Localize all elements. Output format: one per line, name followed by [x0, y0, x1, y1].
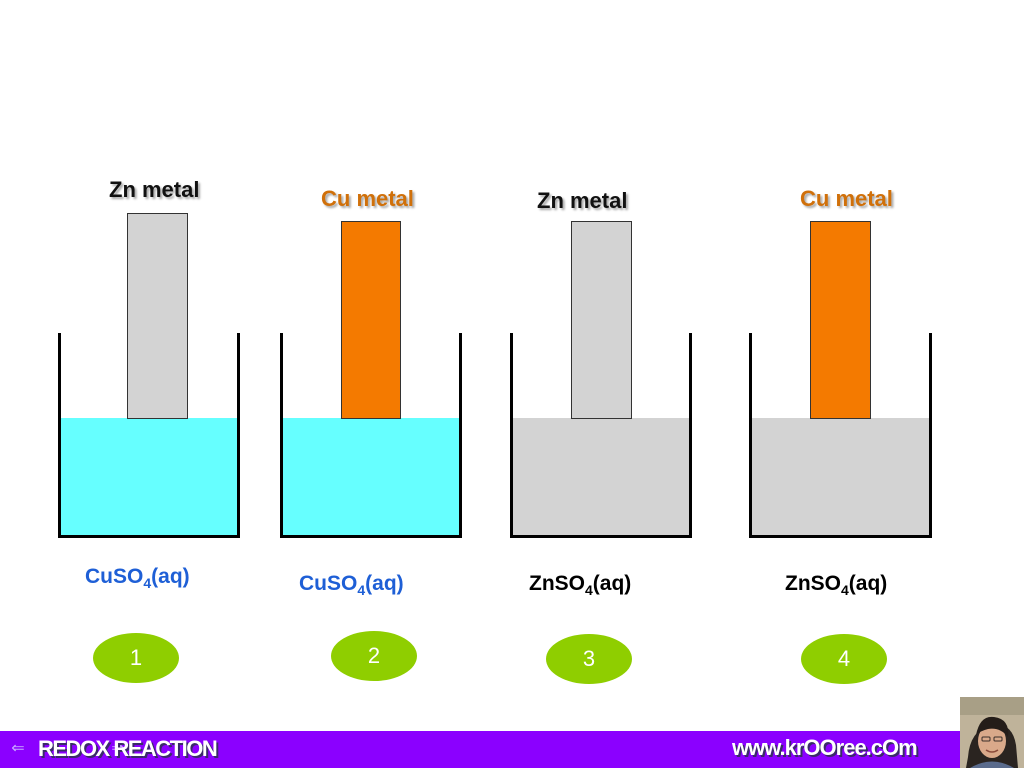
beaker	[58, 333, 240, 538]
metal-label: Cu metal	[321, 186, 414, 211]
solution-label: CuSO4(aq)	[299, 572, 404, 599]
solution-label: ZnSO4(aq)	[785, 572, 888, 599]
setup-number-badge: 2	[331, 631, 417, 681]
beaker	[510, 333, 692, 538]
zn-rod	[127, 213, 188, 419]
arrow-left-icon[interactable]: ⇐	[11, 740, 25, 757]
setup-number-badge: 3	[546, 634, 632, 684]
metal-label: Zn metal	[537, 188, 628, 213]
footer-url: www.krOOree.cOm	[732, 735, 918, 760]
presenter-photo-icon	[960, 697, 1024, 768]
znso4-solution	[513, 418, 689, 535]
cuso4-solution	[61, 418, 237, 535]
arrow-right-icon[interactable]: ⇒	[111, 740, 125, 757]
metal-label: Zn metal	[109, 177, 200, 202]
cuso4-solution	[283, 418, 459, 535]
beaker	[280, 333, 462, 538]
cu-rod	[341, 221, 401, 419]
metal-label: Cu metal	[800, 186, 893, 211]
cu-rod	[810, 221, 871, 419]
beaker	[749, 333, 932, 538]
setup-number-badge: 1	[93, 633, 179, 683]
footer-bar: ⇐ ⇒ REDOX REACTION www.krOOree.cOm	[0, 731, 1024, 768]
setup-number-badge: 4	[801, 634, 887, 684]
presenter-photo	[960, 697, 1024, 768]
solution-label: ZnSO4(aq)	[529, 572, 632, 599]
zn-rod	[571, 221, 632, 419]
footer-title: REDOX REACTION	[38, 736, 218, 761]
znso4-solution	[752, 418, 929, 535]
solution-label: CuSO4(aq)	[85, 565, 190, 592]
